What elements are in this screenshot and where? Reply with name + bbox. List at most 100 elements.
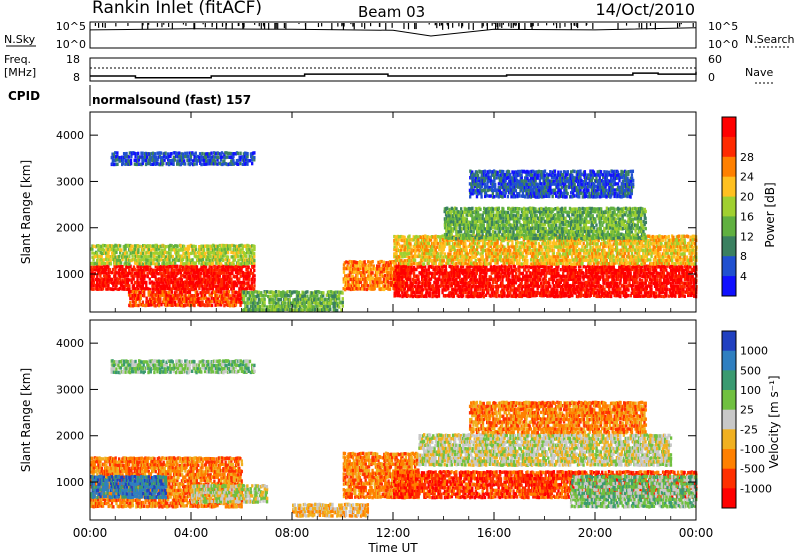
- power-cell: [99, 262, 102, 266]
- power-cell: [211, 248, 215, 252]
- power-cell: [411, 294, 415, 299]
- power-cell: [218, 286, 221, 291]
- power-cell: [206, 303, 209, 308]
- power-cell: [216, 261, 219, 265]
- power-cell: [116, 280, 119, 284]
- power-cell: [251, 248, 254, 252]
- power-cell: [239, 151, 242, 155]
- power-cell: [123, 274, 127, 278]
- power-cell: [111, 161, 114, 166]
- power-cell: [523, 277, 526, 281]
- power-cell: [409, 264, 412, 269]
- power-cell: [201, 268, 204, 272]
- power-cell: [308, 297, 311, 301]
- power-cell: [466, 265, 470, 269]
- power-cell: [344, 274, 347, 278]
- power-cell: [156, 258, 159, 263]
- power-cell: [167, 267, 170, 271]
- power-cell: [596, 280, 599, 285]
- power-cell: [291, 301, 294, 305]
- power-cell: [387, 264, 390, 268]
- power-cell: [443, 274, 446, 279]
- power-cell: [316, 297, 319, 301]
- power-cell: [119, 267, 122, 271]
- power-cell: [414, 287, 418, 292]
- power-cell: [659, 290, 662, 295]
- power-cell: [212, 251, 216, 255]
- power-cell: [404, 291, 407, 295]
- power-cell: [200, 158, 203, 162]
- power-cell: [501, 271, 504, 275]
- power-cell: [592, 281, 596, 285]
- power-cell: [135, 303, 138, 308]
- power-cell: [456, 272, 459, 276]
- power-cell: [630, 291, 633, 295]
- power-cell: [161, 155, 164, 160]
- power-cell: [515, 291, 518, 295]
- power-cell: [133, 267, 136, 272]
- power-cell: [437, 280, 440, 285]
- power-cell: [467, 281, 471, 285]
- power-cell: [188, 274, 192, 278]
- power-cell: [159, 151, 163, 155]
- power-cell: [226, 300, 230, 304]
- power-cell: [604, 278, 607, 282]
- nave-tick-top: 60: [708, 53, 722, 66]
- power-cell: [111, 267, 115, 272]
- power-cell: [166, 271, 169, 275]
- power-cell: [153, 254, 156, 258]
- power-cell: [449, 265, 452, 269]
- power-cell: [200, 251, 203, 256]
- power-cell: [548, 277, 551, 282]
- power-cell: [157, 281, 161, 285]
- power-cell: [419, 265, 422, 269]
- power-cell: [632, 288, 635, 292]
- power-cell: [276, 297, 279, 301]
- power-cell: [173, 291, 177, 295]
- power-cell: [152, 261, 155, 266]
- power-cell: [580, 290, 583, 295]
- power-cell: [208, 152, 211, 156]
- power-cell: [192, 261, 195, 265]
- power-cell: [162, 280, 165, 285]
- power-cell: [592, 264, 596, 268]
- power-cell: [530, 290, 534, 295]
- power-cell: [638, 274, 642, 278]
- power-cell: [204, 296, 208, 300]
- power-cell: [372, 264, 375, 268]
- power-cell: [441, 267, 444, 272]
- power-cell: [244, 271, 247, 276]
- power-cell: [662, 284, 666, 288]
- power-cell: [168, 290, 171, 294]
- power-cell: [271, 297, 274, 301]
- power-cell: [561, 265, 565, 269]
- power-cell: [652, 271, 655, 275]
- power-cell: [476, 291, 480, 295]
- power-cell: [250, 293, 254, 298]
- power-cell: [604, 264, 607, 268]
- power-cell: [574, 291, 577, 295]
- power-cell: [222, 264, 225, 269]
- power-cell: [470, 274, 473, 278]
- power-cell: [226, 162, 230, 167]
- power-cell: [155, 293, 158, 298]
- power-cell: [410, 271, 413, 275]
- nsky-spikes: [94, 23, 694, 30]
- power-cell: [179, 158, 182, 162]
- power-cell: [206, 159, 209, 163]
- power-cell: [213, 268, 216, 272]
- power-cell: [169, 271, 172, 276]
- power-cell: [667, 280, 670, 285]
- power-cell: [192, 152, 195, 156]
- power-cell: [505, 265, 509, 269]
- power-cell: [365, 264, 368, 268]
- power-cell: [444, 268, 448, 272]
- power-cell: [423, 274, 426, 279]
- power-cell: [615, 271, 619, 276]
- power-cell: [210, 151, 213, 155]
- power-cell: [347, 266, 350, 270]
- power-cell: [610, 264, 613, 269]
- power-cell: [251, 151, 255, 155]
- power-cell: [652, 264, 655, 268]
- power-cell: [693, 268, 697, 273]
